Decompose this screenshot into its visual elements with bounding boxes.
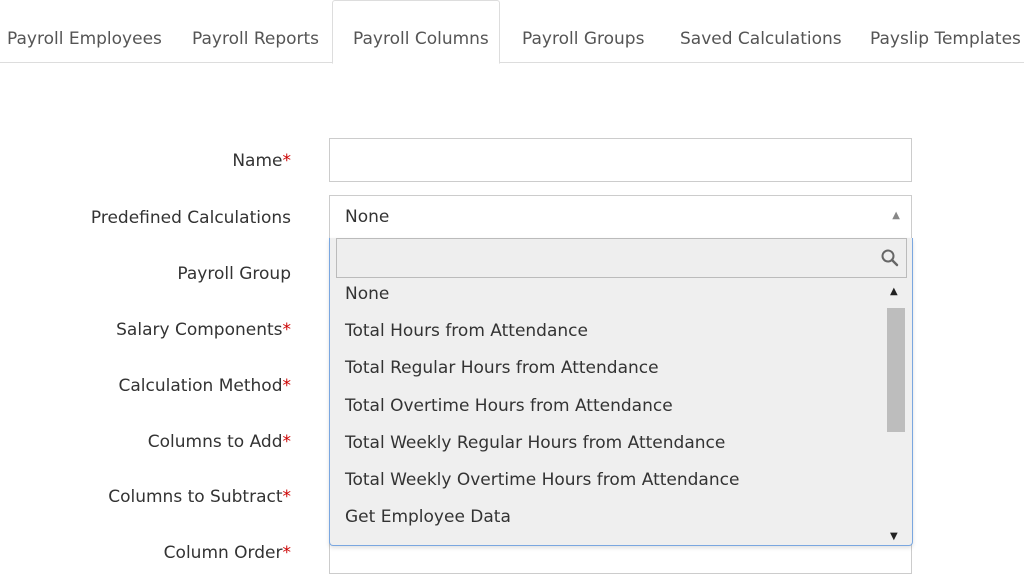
chevron-up-icon: ▲ <box>892 210 900 221</box>
tab-payroll-groups[interactable]: Payroll Groups <box>522 29 645 49</box>
name-input[interactable] <box>329 138 912 182</box>
option-total-weekly-overtime-hours[interactable]: Total Weekly Overtime Hours from Attenda… <box>345 470 740 490</box>
calculation-method-label: Calculation Method* <box>118 376 292 396</box>
tab-saved-calculations[interactable]: Saved Calculations <box>680 29 842 49</box>
columns-to-subtract-label: Columns to Subtract* <box>108 487 291 507</box>
scroll-up-arrow-icon[interactable]: ▲ <box>890 286 898 297</box>
tab-payslip-templates[interactable]: Payslip Templates <box>870 29 1021 49</box>
name-label: Name* <box>232 151 291 171</box>
search-icon <box>881 249 899 267</box>
required-mark: * <box>282 151 292 171</box>
predefined-calculations-label: Predefined Calculations <box>90 208 291 228</box>
option-total-regular-hours[interactable]: Total Regular Hours from Attendance <box>345 358 659 378</box>
tab-bar: Payroll Employees Payroll Reports Payrol… <box>0 0 1024 64</box>
tab-payroll-reports[interactable]: Payroll Reports <box>192 29 320 49</box>
dropdown-search-input[interactable] <box>337 239 883 275</box>
required-mark: * <box>282 543 292 563</box>
predefined-calculations-select[interactable]: None ▲ <box>329 195 912 239</box>
dropdown-scrollbar[interactable]: ▲ ▼ <box>887 284 905 542</box>
payroll-group-label: Payroll Group <box>177 264 291 284</box>
required-mark: * <box>282 320 292 340</box>
required-mark: * <box>282 376 292 396</box>
scrollbar-thumb[interactable] <box>887 308 905 432</box>
dropdown-search-box <box>336 238 907 278</box>
tab-payroll-employees[interactable]: Payroll Employees <box>7 29 162 49</box>
option-total-hours[interactable]: Total Hours from Attendance <box>345 321 588 341</box>
option-total-overtime-hours[interactable]: Total Overtime Hours from Attendance <box>345 396 673 416</box>
predefined-calculations-dropdown: None Total Hours from Attendance Total R… <box>329 238 913 546</box>
option-get-employee-data[interactable]: Get Employee Data <box>345 507 511 527</box>
columns-to-add-label: Columns to Add* <box>147 432 292 452</box>
scroll-down-arrow-icon[interactable]: ▼ <box>890 531 898 542</box>
required-mark: * <box>282 432 292 452</box>
tab-payroll-columns[interactable]: Payroll Columns <box>332 0 500 64</box>
select-selected-value: None <box>345 207 390 227</box>
salary-components-label: Salary Components* <box>116 320 291 340</box>
option-none[interactable]: None <box>345 284 390 304</box>
option-total-weekly-regular-hours[interactable]: Total Weekly Regular Hours from Attendan… <box>345 433 726 453</box>
required-mark: * <box>282 487 292 507</box>
column-order-label: Column Order* <box>163 543 292 563</box>
